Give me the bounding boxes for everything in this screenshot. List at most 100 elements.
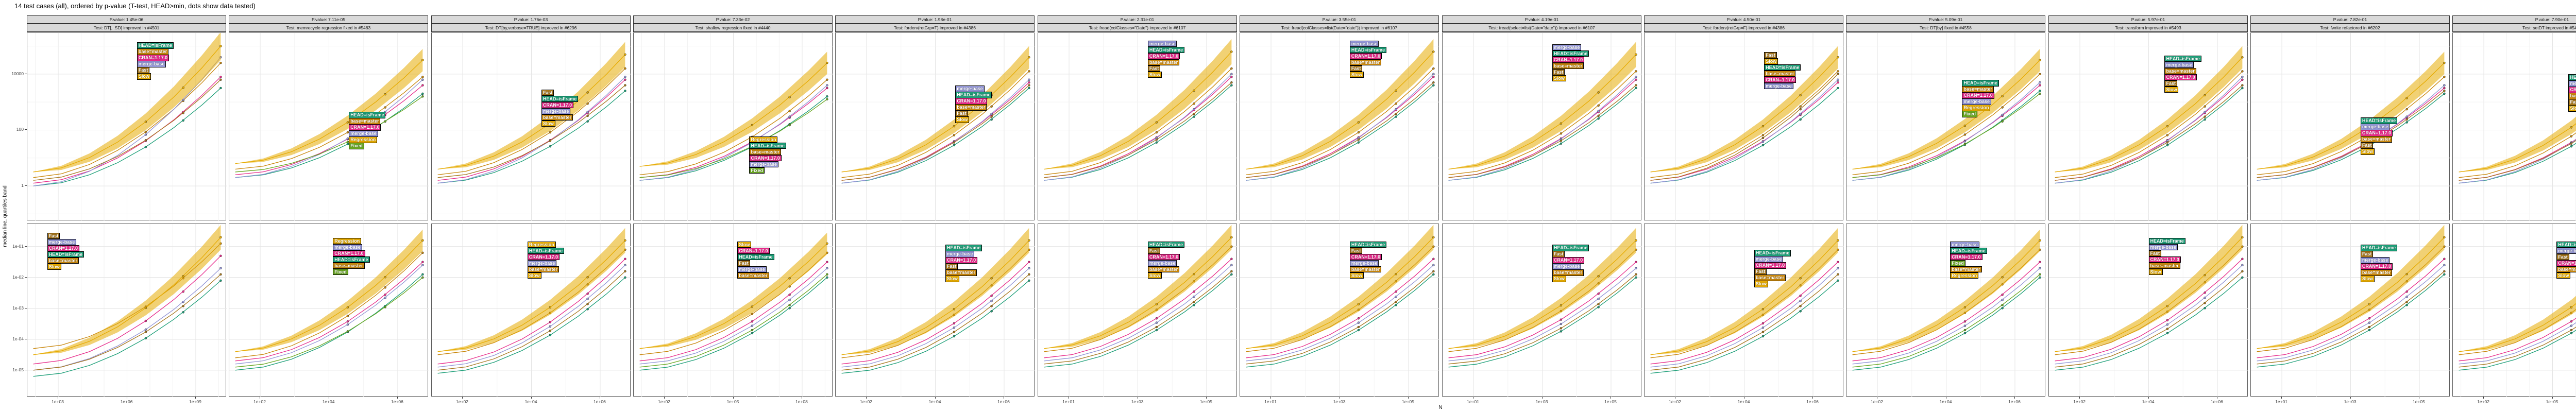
median-line: [1246, 265, 1434, 362]
data-point: [624, 53, 626, 56]
data-point: [1761, 335, 1765, 338]
data-point: [2405, 118, 2408, 121]
median-line: [1448, 277, 1636, 368]
facet-panel: merge-base HEAD=isFrame CRAN=1.17.0 base=ma…: [835, 32, 1035, 221]
data-point: [990, 310, 993, 313]
series-label: Fast: [2360, 142, 2374, 149]
panel-plot-area: [1645, 224, 1844, 397]
series-label: Fast: [541, 89, 554, 96]
data-point: [1560, 318, 1563, 321]
median-line: [1650, 280, 1838, 374]
x-tick-mark: [2014, 397, 2015, 399]
series-label: HEAD=isFrame: [2556, 241, 2576, 248]
data-point: [1357, 138, 1360, 141]
median-line: [2257, 259, 2445, 358]
series-label: Slow: [47, 263, 61, 270]
series-label: CRAN=1.17.0: [1147, 253, 1180, 261]
data-point: [219, 254, 222, 258]
median-line: [1246, 259, 1434, 358]
series-label: Slow: [541, 120, 555, 127]
series-label: CRAN=1.17.0: [1349, 53, 1382, 60]
data-point: [1230, 264, 1233, 267]
data-point: [1799, 112, 1802, 115]
median-line: [437, 68, 625, 176]
facet-strip-pvalue: P.value: 7.11e-05: [229, 15, 428, 24]
data-point: [2241, 84, 2244, 87]
series-label: CRAN=1.17.0: [541, 101, 574, 108]
series-label: Slow: [2164, 86, 2179, 93]
data-point: [1963, 329, 1967, 332]
panel-plot-area: [1645, 33, 1844, 221]
median-line: [437, 240, 625, 352]
data-point: [144, 337, 147, 339]
data-point: [1432, 81, 1435, 84]
series-label: base=master: [2360, 136, 2393, 143]
median-line: [1448, 240, 1636, 349]
data-point: [1560, 322, 1563, 325]
series-label: base=master: [1147, 59, 1180, 66]
data-point: [144, 331, 147, 333]
data-point: [2039, 276, 2041, 279]
data-point: [1560, 122, 1563, 125]
median-line: [1044, 259, 1232, 358]
series-label: Slow: [1349, 71, 1364, 78]
series-label: merge-base: [1147, 40, 1177, 47]
series-label: Fast: [2556, 253, 2569, 261]
data-point: [2001, 120, 2004, 123]
series-label: CRAN=1.17.0: [1764, 76, 1797, 83]
data-point: [1597, 298, 1600, 300]
data-point: [1432, 258, 1435, 261]
series-label: HEAD=isFrame: [527, 247, 565, 254]
series-label: merge-base: [137, 61, 166, 67]
facet-panel: HEAD=isFrame merge-base base=master CRAN=1.…: [2048, 32, 2248, 221]
data-point: [586, 293, 589, 295]
median-line: [1650, 268, 1838, 368]
median-line: [235, 240, 423, 352]
x-tick-mark: [935, 397, 936, 399]
x-tick-mark: [664, 397, 665, 399]
series-label: base=master: [1754, 274, 1786, 281]
series-label: HEAD=isFrame: [2360, 117, 2398, 124]
data-point: [2443, 236, 2446, 239]
data-point: [2368, 317, 2371, 320]
data-point: [586, 111, 589, 113]
data-point: [1193, 108, 1195, 111]
data-point: [1597, 110, 1600, 113]
data-point: [1193, 290, 1195, 293]
series-label: base=master: [1552, 62, 1584, 70]
data-point: [2039, 273, 2041, 276]
data-point: [1193, 304, 1195, 306]
data-point: [346, 330, 349, 333]
series-label: merge-base: [1552, 263, 1582, 270]
median-line: [1044, 274, 1232, 368]
y-tick-label: 100: [16, 127, 24, 132]
median-line: [1246, 82, 1434, 178]
series-label: Regression: [1962, 105, 1991, 111]
data-point: [2166, 125, 2169, 128]
series-label: CRAN=1.17.0: [527, 253, 560, 261]
data-point: [219, 273, 222, 276]
series-label: merge-base: [1349, 260, 1379, 267]
data-point: [788, 294, 791, 296]
facet-strip-pvalue: P.value: 1.76e-03: [431, 15, 631, 24]
facet-strip-pvalue: P.value: 5.97e-01: [2048, 15, 2248, 24]
data-point: [1635, 70, 1637, 73]
median-line: [2055, 76, 2243, 184]
data-point: [1028, 81, 1030, 84]
series-label: CRAN=1.17.0: [2568, 87, 2576, 93]
facet-strip-test: Test: DT[by,verbose=TRUE] improved in #6…: [431, 24, 631, 32]
data-point: [346, 315, 349, 317]
series-label: HEAD=isFrame: [1349, 46, 1387, 54]
series-label: merge-base: [955, 85, 985, 92]
median-line: [1044, 82, 1232, 178]
data-point: [1963, 320, 1967, 323]
data-point: [624, 270, 626, 273]
series-label: Slow: [2148, 268, 2163, 276]
facet-strip-pvalue: P.value: 1.98e-01: [835, 15, 1035, 24]
series-label: merge-base: [349, 130, 378, 137]
median-line: [33, 88, 221, 186]
data-point: [421, 59, 424, 61]
facet-panel: Fast HEAD=isFrame CRAN=1.17.0 merge-base bas…: [431, 32, 631, 221]
data-point: [624, 78, 626, 81]
x-tick-label: 1e+01: [1467, 399, 1479, 404]
